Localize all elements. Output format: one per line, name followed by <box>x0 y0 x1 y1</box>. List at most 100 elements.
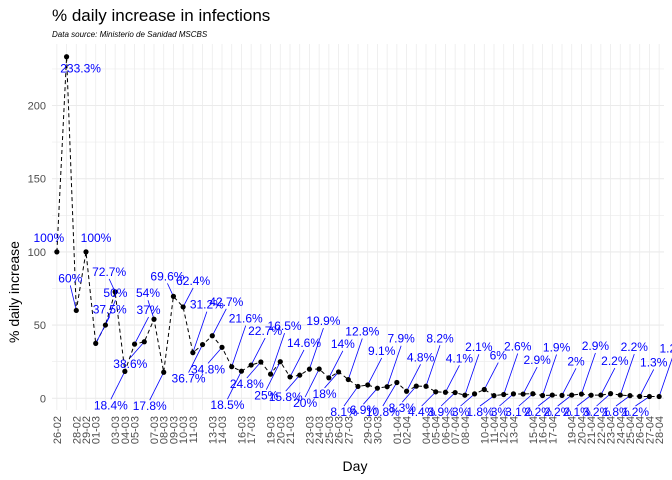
label-leader <box>211 308 227 336</box>
x-tick-label: 17-04 <box>547 416 559 444</box>
data-label: 22.7% <box>248 324 282 338</box>
x-tick-label: 06-04 <box>440 416 452 444</box>
data-label: 6.9% <box>350 403 378 417</box>
data-label: 54% <box>136 286 160 300</box>
y-tick-label: 100 <box>28 247 46 259</box>
label-leader <box>658 357 672 397</box>
data-labels: 100% 233.3% 60% 100% 37.5% 50% 72.7% 18.4% 37% 38… <box>34 62 672 419</box>
data-point <box>569 392 575 398</box>
x-tick-label: 01-04 <box>392 416 404 444</box>
data-label: 62.4% <box>176 274 210 288</box>
data-point <box>607 391 614 397</box>
data-points <box>54 54 662 400</box>
data-point <box>452 389 458 396</box>
data-label: 4.8% <box>407 350 435 364</box>
label-leader <box>188 344 203 373</box>
data-point <box>510 391 517 397</box>
label-leader <box>192 311 208 353</box>
x-tick-label: 04-04 <box>421 416 433 444</box>
data-label: 50% <box>103 286 127 300</box>
data-label: 4.4% <box>408 405 436 419</box>
data-label: 36.7% <box>172 372 206 386</box>
data-point <box>374 385 381 391</box>
data-label: 24.8% <box>230 377 264 391</box>
data-label: 8.1% <box>330 405 358 419</box>
data-point <box>199 341 206 348</box>
data-label: 2.2% <box>544 405 572 419</box>
label-leader <box>147 300 155 320</box>
chart-subtitle: Data source: Ministerio de Sanidad MSCBS <box>52 30 208 39</box>
data-point <box>423 383 429 389</box>
data-label: 3.9% <box>427 405 455 419</box>
data-point <box>238 368 245 374</box>
x-tick-label: 27-04 <box>644 416 656 444</box>
label-leader <box>129 341 145 359</box>
data-label: 69.6% <box>150 269 184 283</box>
data-point <box>248 362 254 368</box>
x-tick-label: 24-03 <box>314 416 326 444</box>
data-point <box>180 304 186 310</box>
label-leader <box>499 393 514 407</box>
label-leader <box>227 371 242 400</box>
x-tick-label: 26-03 <box>334 416 346 444</box>
data-point <box>617 392 623 398</box>
x-tick-label: 12-04 <box>499 416 511 444</box>
data-point <box>578 391 585 397</box>
x-tick-label: 10-03 <box>178 416 190 444</box>
data-label: 100% <box>34 231 65 245</box>
label-leader <box>460 393 475 407</box>
data-label: 3.1% <box>505 405 533 419</box>
data-label: 37% <box>137 303 161 317</box>
data-point <box>481 386 487 393</box>
x-tick-label: 07-04 <box>450 416 462 444</box>
data-point <box>277 359 283 365</box>
data-point <box>229 364 235 370</box>
data-point <box>267 371 274 377</box>
data-point <box>403 388 410 394</box>
y-tick-label: 200 <box>28 100 46 112</box>
x-tick-label: 19-04 <box>567 416 579 444</box>
x-tick-label: 13-03 <box>207 416 219 444</box>
data-point <box>433 389 439 395</box>
data-point <box>93 340 99 346</box>
x-tick-label: 30-03 <box>372 416 384 444</box>
label-leader <box>343 386 359 407</box>
label-leader <box>576 394 592 407</box>
grid <box>52 44 664 410</box>
x-tick-label: 07-03 <box>149 416 161 444</box>
label-leader <box>557 394 572 407</box>
label-leader <box>581 352 596 395</box>
data-point <box>656 393 662 400</box>
x-tick-label: 20-03 <box>275 416 287 444</box>
label-leader <box>386 345 402 387</box>
data-point <box>646 393 653 400</box>
x-tick-label: 26-02 <box>52 416 64 444</box>
x-tick-label: 20-04 <box>576 416 588 444</box>
data-point <box>63 54 70 60</box>
data-point <box>462 392 468 398</box>
data-point <box>627 393 633 399</box>
data-label: 8.3% <box>389 401 417 415</box>
label-leader <box>270 333 285 375</box>
x-tick-label: 24-04 <box>615 416 627 444</box>
x-tick-label: 28-02 <box>71 416 83 444</box>
data-label: 2.6% <box>504 339 532 353</box>
y-tick-label: 0 <box>40 393 46 405</box>
data-label: 17.8% <box>133 399 167 413</box>
x-tick-label: 15-04 <box>528 416 540 444</box>
data-point <box>316 366 322 372</box>
x-tick-label: 21-04 <box>586 416 598 444</box>
data-point <box>141 339 147 345</box>
data-point <box>598 392 604 398</box>
x-tick-label: 16-04 <box>538 416 550 444</box>
x-tick-label: 16-03 <box>236 416 248 444</box>
data-label: 10.8% <box>366 405 400 419</box>
data-point <box>219 344 225 350</box>
label-leader <box>328 350 344 378</box>
label-leader <box>289 349 305 378</box>
data-label: 42.7% <box>209 295 243 309</box>
data-point <box>501 391 507 398</box>
y-tick-label: 50 <box>34 320 46 332</box>
label-leader <box>265 361 281 390</box>
x-tick-label: 29-03 <box>363 416 375 444</box>
